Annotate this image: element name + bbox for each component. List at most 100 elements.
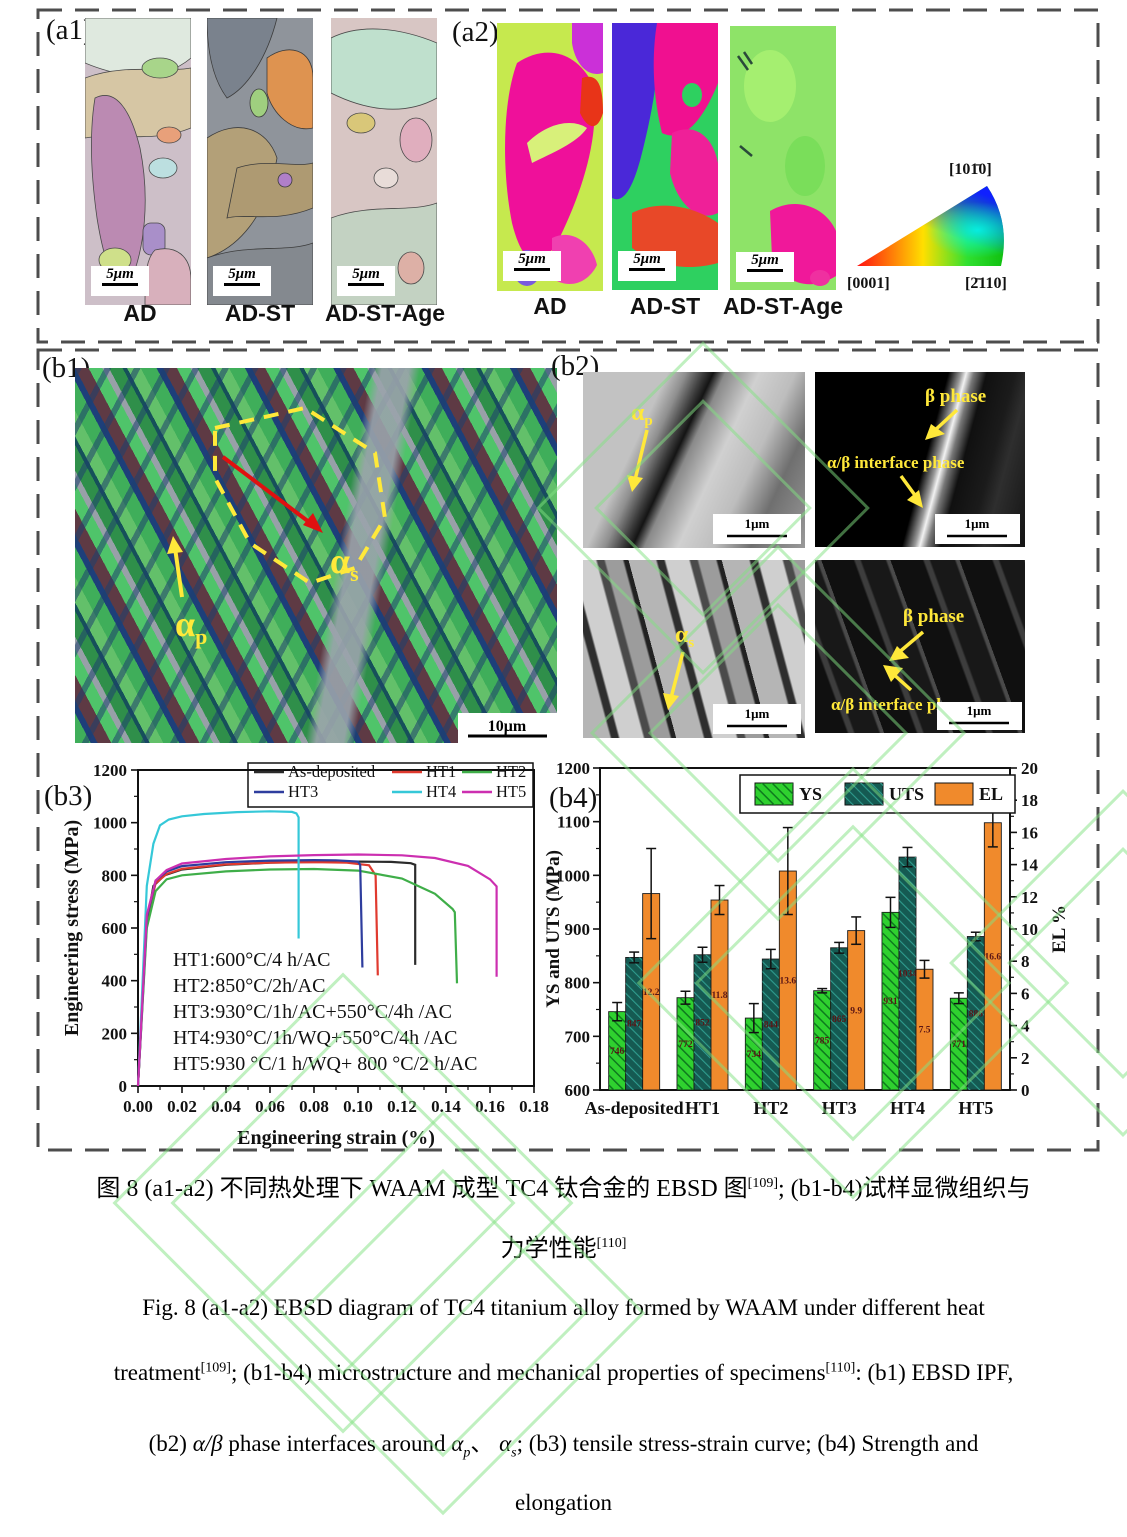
b1-yellow-arrowhead	[167, 536, 183, 554]
caption-ref-110: [110]	[596, 1236, 627, 1251]
b4-right-tick-label: 0	[1021, 1081, 1030, 1100]
a2-adstage-scalebar: 5μm	[736, 252, 794, 282]
b1-scalebox	[458, 713, 557, 743]
b3-series-HT4	[136, 810, 300, 1087]
tem2-beta-arrowhead	[925, 424, 945, 440]
caption-text: p	[463, 1445, 471, 1461]
b4-bar-hatch	[899, 857, 916, 1090]
b1-alpha-s-label: αs	[330, 541, 359, 586]
b4-right-tick-label: 2	[1021, 1049, 1030, 1068]
b4-plot-border	[599, 767, 1011, 1091]
b4-right-tick-label: 10	[1021, 920, 1038, 939]
ipf-label-0001: [0001]	[847, 275, 890, 292]
b4-bar-value-label: 886	[969, 1009, 984, 1019]
tem1-arrow	[633, 429, 649, 481]
b4-category-label: HT3	[822, 1098, 857, 1118]
tem3-scale-text: 1μm	[745, 706, 770, 721]
b3-x-tick-label: 0.18	[519, 1097, 549, 1116]
tem1-alpha-p-label: αp	[631, 400, 653, 429]
a2-adstage-image	[730, 26, 836, 290]
scale-bar	[224, 283, 260, 286]
b3-y-axis-title: Engineering stress (MPa)	[61, 820, 83, 1036]
panel-b3-label: (b3)	[44, 780, 93, 812]
b3-legend-label-As-deposited: As-deposited	[288, 762, 376, 781]
a1-name-AD-ST-Age: AD-ST-Age	[324, 300, 446, 326]
b3-legend-label-HT2: HT2	[496, 762, 526, 781]
b2-tem4-beta-phase: β phase α/β interface phase 1μm	[815, 560, 1025, 733]
section-a-border	[36, 8, 1100, 344]
b4-bar-value-label: 931	[883, 997, 898, 1007]
b2-tem2-annotations: β phase α/β interface phase 1μm	[827, 386, 1020, 544]
tem2-interface-arrowhead	[907, 490, 923, 508]
b4-left-tick-label: 1000	[556, 866, 590, 885]
b1-alpha-p-label: αp	[175, 604, 207, 649]
b4-category-label: As-deposited	[585, 1098, 684, 1118]
b3-annotation-line: HT1:600°C/4 h/AC	[173, 949, 330, 971]
tem4-beta-arrowhead	[889, 646, 909, 661]
b4-category-label: HT5	[958, 1098, 993, 1118]
tem4-beta-label: β phase	[903, 606, 964, 627]
scale-text: 5μm	[633, 251, 661, 267]
tem3-scalebox	[713, 704, 801, 734]
b4-right-tick-label: 8	[1021, 952, 1030, 971]
b2-tem3-annotations: αs 1μm	[663, 622, 801, 734]
b4-legend-swatch-hatch	[845, 783, 883, 805]
b3-legend-label-HT5: HT5	[496, 782, 526, 801]
caption-text: 图 8 (a1-a2) 不同热处理下 WAAM 成型 TC4 钛合金的 EBSD…	[96, 1176, 748, 1202]
b3-legend-label-HT4: HT4	[426, 782, 456, 801]
b3-x-tick-label: 0.06	[255, 1097, 285, 1116]
b3-y-tick-label: 1200	[93, 761, 127, 780]
b4-legend-swatch-EL	[934, 782, 974, 806]
a1-adst-image	[207, 18, 313, 305]
a1-name-AD: AD	[123, 300, 157, 326]
b2-tem1-alpha-p: αp 1μm	[583, 372, 805, 548]
b4-bar-hatch	[762, 959, 780, 1090]
b4-bar-value-label: 1034	[898, 970, 917, 980]
b1-annotations: αp αs 10μm	[167, 405, 557, 743]
b4-bar-hatch	[882, 912, 899, 1090]
caption-en-line2: treatment[109]; (b1-b4) microstructure a…	[0, 1360, 1127, 1386]
scale-bar	[747, 269, 783, 272]
caption-en-line4: elongation	[514, 1490, 613, 1515]
a1-name-AD-ST: AD-ST	[224, 300, 296, 326]
b4-bar-value-label: 852	[695, 1018, 710, 1028]
b1-ebsd-image: αp αs 10μm	[75, 368, 557, 743]
b4-right-tick-label: 16	[1021, 823, 1038, 842]
a1-micrograph-AD-ST: 5μm	[207, 18, 313, 305]
b4-category-label: HT1	[685, 1098, 720, 1118]
caption-text: ; (b1-b4)试样显微组织与	[777, 1176, 1031, 1202]
b4-bar-hatch	[813, 990, 831, 1090]
b4-bar-value-label: 746	[610, 1047, 625, 1057]
a1-ad-image	[85, 18, 191, 305]
caption-ref-110: [110]	[825, 1360, 856, 1376]
b4-left-tick-label: 700	[565, 1027, 591, 1046]
b4-bar-value-label: 847	[627, 1020, 642, 1030]
caption-ref-109: [109]	[747, 1176, 778, 1191]
caption-text: 、	[470, 1431, 500, 1456]
b4-bar-value-label: 13.6	[780, 977, 797, 987]
b4-bar-value-label: 16.6	[985, 952, 1002, 962]
b3-x-tick-label: 0.08	[299, 1097, 329, 1116]
b4-left-axis-title: YS and UTS (MPa)	[545, 850, 564, 1008]
tem3-alpha-s-label: αs	[675, 622, 694, 651]
a2-name-AD: AD	[533, 293, 567, 319]
scale-text: 5μm	[106, 266, 134, 282]
b4-bar-hatch	[694, 954, 711, 1090]
caption-en-line1: Fig. 8 (a1-a2) EBSD diagram of TC4 titan…	[142, 1295, 985, 1320]
b3-annotation-line: HT2:850°C/2h/AC	[173, 975, 325, 997]
tem1-scalebox	[713, 514, 801, 544]
b3-x-tick-label: 0.00	[123, 1097, 153, 1116]
b4-bar-value-label: 7.5	[919, 1026, 931, 1036]
panel-a2-label: (a2)	[452, 16, 499, 48]
b4-bar-value-label: 771	[952, 1040, 967, 1050]
b4-right-tick-label: 14	[1021, 856, 1039, 875]
b3-legend-label-HT1: HT1	[426, 762, 456, 781]
tem3-arrowhead	[663, 693, 679, 710]
b3-stress-strain-chart: 0.00 0.02 0.04 0.06 0.08 0.10 0.12 0.14 0.16 0.18…	[61, 761, 549, 1149]
b3-x-axis-title: Engineering strain (%)	[237, 1127, 435, 1149]
b3-series-HT2	[136, 867, 459, 1087]
a2-ad-image	[497, 23, 603, 291]
b4-bar-hatch	[608, 1011, 626, 1090]
b4-left-tick-label: 900	[565, 920, 591, 939]
